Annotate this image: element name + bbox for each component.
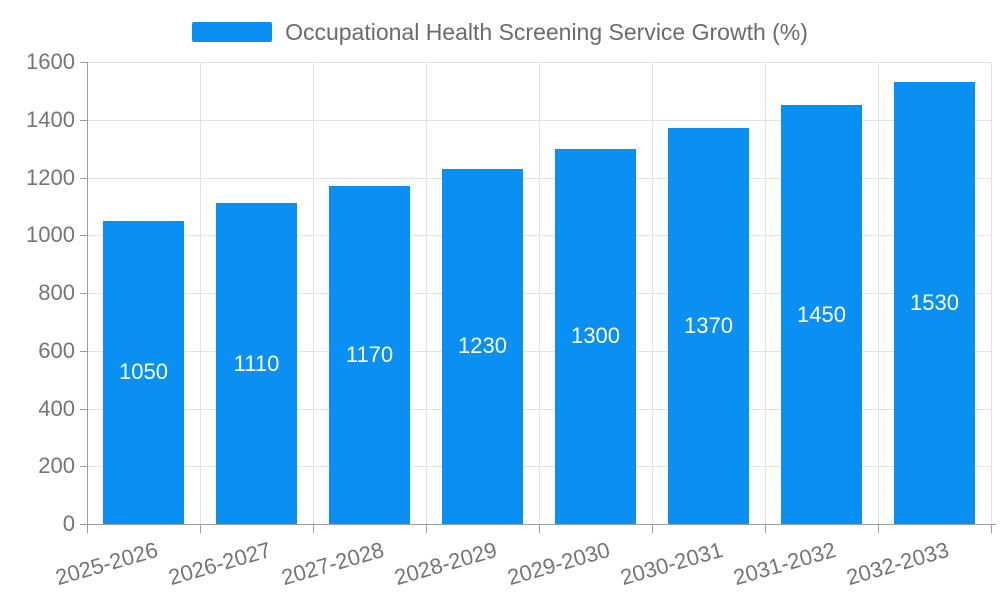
bar[interactable] (668, 128, 749, 524)
bar-value-label: 1050 (119, 359, 168, 384)
gridline-vertical (652, 62, 653, 524)
x-axis-tick (991, 524, 992, 533)
bar-value-label: 1230 (458, 333, 507, 358)
x-axis-tick (539, 524, 540, 533)
bar[interactable] (103, 221, 184, 524)
x-axis-tick (87, 524, 88, 533)
gridline-vertical (878, 62, 879, 524)
x-axis-tick (200, 524, 201, 533)
y-axis-tick (80, 235, 87, 236)
gridline-vertical (313, 62, 314, 524)
legend-label: Occupational Health Screening Service Gr… (285, 19, 808, 45)
y-axis-tick-label: 800 (38, 280, 75, 305)
y-axis-tick-label: 1000 (26, 222, 75, 247)
legend-swatch[interactable] (192, 22, 273, 42)
gridline-vertical (426, 62, 427, 524)
y-axis-tick (80, 62, 87, 63)
bar-value-label: 1170 (345, 342, 394, 367)
y-axis-tick-label: 400 (38, 396, 75, 421)
x-axis-tick (313, 524, 314, 533)
y-axis-tick-label: 1400 (26, 107, 75, 132)
bar[interactable] (555, 149, 636, 524)
gridline-vertical (991, 62, 992, 524)
x-axis-tick (765, 524, 766, 533)
y-axis-tick (80, 293, 87, 294)
bar-value-label: 1530 (910, 290, 959, 315)
gridline-vertical (200, 62, 201, 524)
x-axis-tick (426, 524, 427, 533)
bar[interactable] (329, 186, 410, 524)
bar-value-label: 1300 (571, 323, 620, 348)
x-axis-tick (652, 524, 653, 533)
y-axis-line (87, 62, 88, 524)
y-axis-tick (80, 178, 87, 179)
legend[interactable]: Occupational Health Screening Service Gr… (0, 20, 1000, 44)
y-axis-tick-label: 0 (62, 511, 75, 536)
x-axis-tick (878, 524, 879, 533)
y-axis-tick-label: 1600 (26, 49, 75, 74)
bar[interactable] (442, 169, 523, 524)
y-axis-tick-label: 200 (38, 453, 75, 478)
y-axis-tick (80, 120, 87, 121)
y-axis-tick (80, 351, 87, 352)
bar-value-label: 1370 (684, 313, 733, 338)
gridline-vertical (539, 62, 540, 524)
bar-value-label: 1450 (797, 302, 846, 327)
y-axis-tick (80, 409, 87, 410)
y-axis-tick-label: 1200 (26, 165, 75, 190)
bar-value-label: 1110 (233, 351, 280, 376)
bar[interactable] (781, 105, 862, 524)
y-axis-tick-label: 600 (38, 338, 75, 363)
x-axis-line (86, 524, 996, 525)
y-axis-tick (80, 466, 87, 467)
bar[interactable] (894, 82, 975, 524)
bar[interactable] (216, 203, 297, 524)
y-axis-tick (80, 524, 87, 525)
gridline-vertical (765, 62, 766, 524)
